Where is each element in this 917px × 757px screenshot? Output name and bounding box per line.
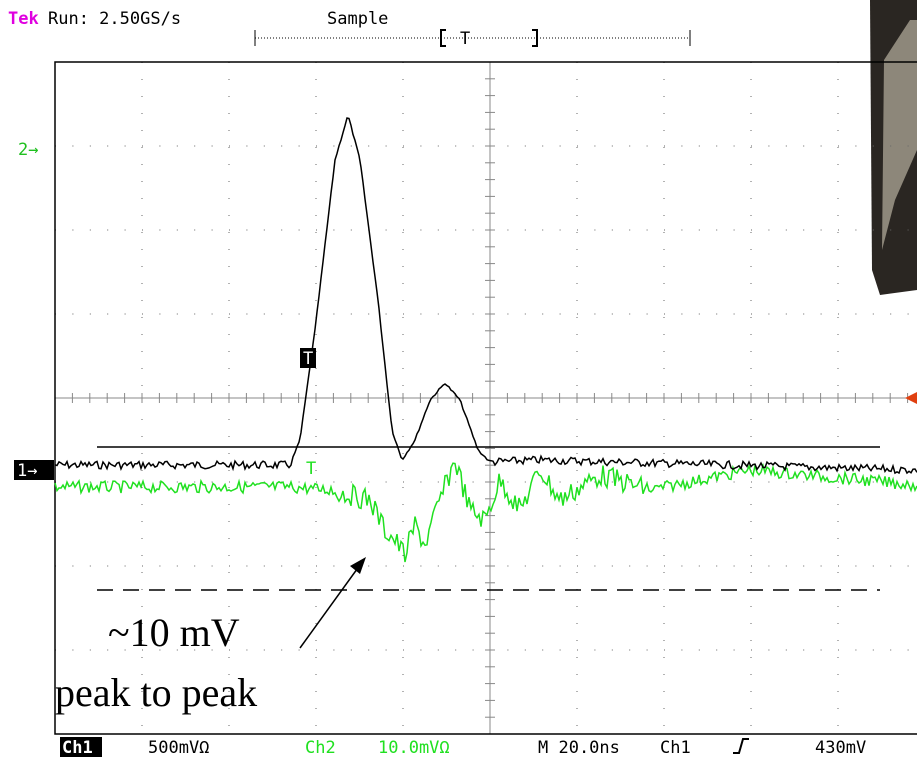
run-rate: Run: 2.50GS/s [48,9,181,29]
ch1-status: Ch1 [62,738,93,757]
annotation-arrow [299,564,361,649]
ch2-scale: 10.0mVΩ [378,738,450,757]
timebase: M 20.0ns [538,738,620,757]
graticule [54,61,917,735]
record-trigger: T [460,29,470,49]
trigger-slope [733,738,749,754]
ch1-status-box [60,737,102,757]
graticule-border [54,61,917,735]
ch2-status: Ch2 [305,738,336,757]
ch1-marker-box [14,460,54,480]
record-window [440,29,538,47]
ch1-scale: 500mVΩ [148,738,209,757]
trigger-marker: T [303,349,313,369]
ch1-marker: 1→ [17,461,37,481]
trigger-level-arrow [905,392,917,404]
ch2-trigger-marker: T [306,459,316,479]
ch2-marker: 2→ [18,140,38,160]
ch2-trace [54,462,917,563]
arrow-head [350,557,366,574]
trigger-source: Ch1 [660,738,691,757]
trigger-box [300,348,316,368]
brand: Tek [8,9,39,29]
amplitude-label: peak to peak [55,670,257,715]
trigger-level: 430mV [815,738,866,757]
ch1-trace [54,117,917,475]
acq-mode: Sample [327,9,388,29]
amplitude-note: ~10 mV [108,610,240,655]
photo-highlight [882,20,917,250]
